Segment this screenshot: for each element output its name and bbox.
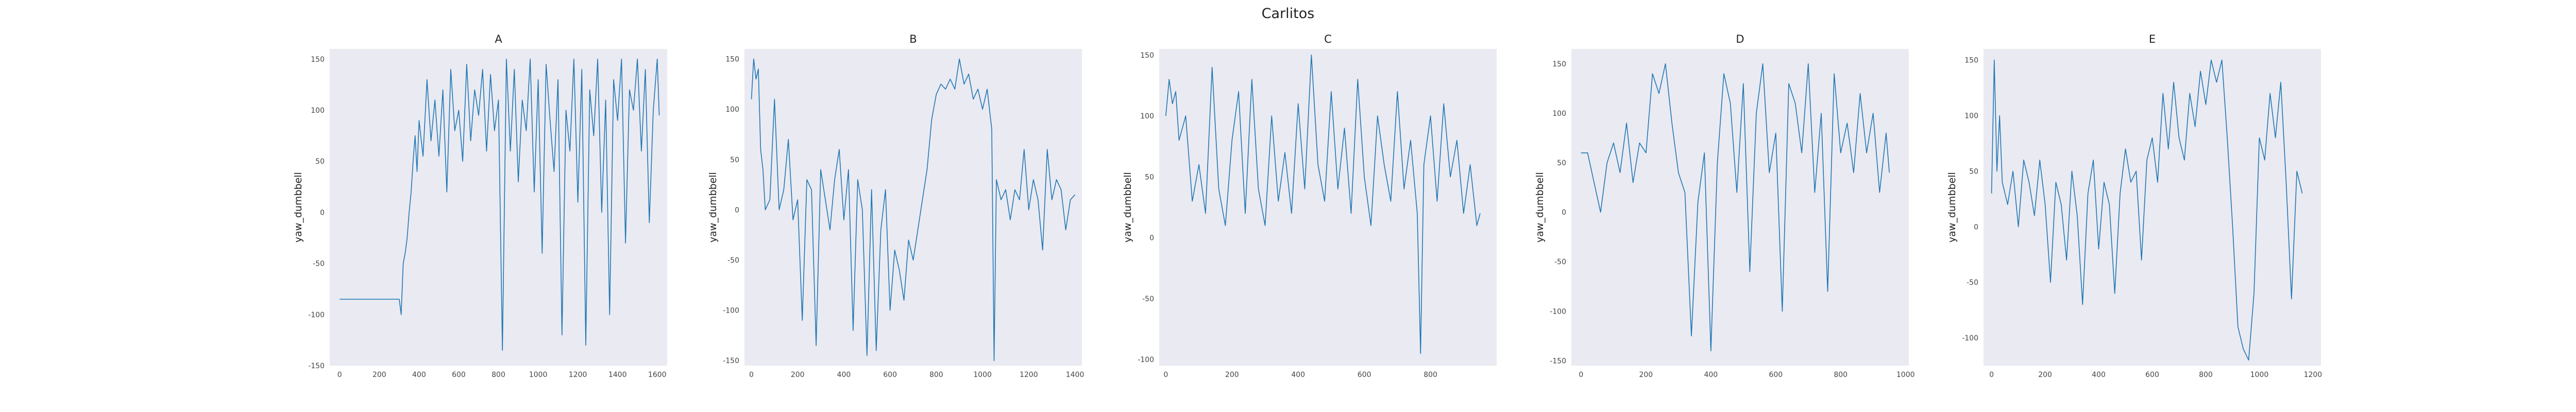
y-tick-label: 100 [311,107,325,115]
y-tick-label: 50 [315,158,325,166]
y-axis-label: yaw_dumbbell [707,172,719,243]
y-tick-label: 50 [1145,173,1154,181]
x-tick-label: 800 [2199,371,2213,379]
y-tick-label: -100 [1550,307,1566,316]
panel-title: A [495,33,502,45]
series-line [1581,63,1890,352]
series-line [1991,59,2303,361]
y-tick-label: -100 [723,307,739,315]
x-tick-label: 0 [337,371,342,379]
y-tick-label: -100 [1962,334,1978,342]
x-tick-label: 0 [1579,371,1583,379]
y-tick-label: 100 [1140,112,1154,121]
x-tick-label: 200 [1639,371,1653,379]
y-tick-label: -50 [727,256,739,265]
plot-area [1571,49,1909,366]
y-tick-label: 0 [1149,234,1154,243]
x-tick-label: 800 [492,371,505,379]
x-tick-label: 1000 [973,371,992,379]
x-tick-label: 1000 [1896,371,1915,379]
y-tick-label: 150 [725,56,739,64]
y-tick-label: 50 [730,156,739,164]
x-tick-label: 600 [452,371,466,379]
y-tick-label: 100 [725,106,739,114]
x-tick-label: 1200 [1020,371,1038,379]
x-tick-label: 200 [1225,371,1239,379]
x-tick-label: 200 [791,371,805,379]
y-tick-label: -50 [1142,295,1154,303]
x-tick-label: 800 [929,371,943,379]
y-tick-label: 100 [1552,110,1566,118]
y-tick-label: 150 [1140,52,1154,60]
x-tick-label: 800 [1423,371,1437,379]
y-tick-label: -100 [308,311,325,319]
y-tick-label: 0 [320,209,325,217]
x-tick-label: 600 [2145,371,2159,379]
x-tick-label: 1600 [648,371,667,379]
x-tick-label: 200 [372,371,386,379]
figure-title: Carlitos [1262,6,1315,22]
y-tick-label: 150 [1964,57,1978,65]
x-tick-label: 400 [412,371,426,379]
y-tick-label: 0 [1562,209,1566,217]
x-tick-label: 200 [2038,371,2052,379]
series-line [340,59,660,351]
x-tick-label: 600 [883,371,897,379]
y-tick-label: -50 [313,260,325,268]
x-tick-label: 400 [837,371,851,379]
x-tick-label: 0 [1989,371,1994,379]
y-tick-label: -100 [1138,356,1154,364]
y-tick-label: -150 [723,357,739,365]
x-tick-label: 0 [749,371,754,379]
y-tick-label: 0 [1974,223,1978,231]
x-tick-label: 1200 [2304,371,2323,379]
y-axis-label: yaw_dumbbell [1122,172,1133,243]
x-tick-label: 600 [1358,371,1371,379]
y-tick-label: -50 [1967,279,1978,287]
x-tick-label: 800 [1834,371,1848,379]
y-tick-label: -150 [1550,357,1566,365]
x-tick-label: 400 [1291,371,1305,379]
plot-area [744,49,1082,366]
y-axis-label: yaw_dumbbell [293,172,304,243]
y-axis-label: yaw_dumbbell [1534,172,1546,243]
y-tick-label: 50 [1969,167,1978,176]
x-tick-label: 1200 [569,371,587,379]
plot-area [1984,49,2321,366]
y-tick-label: 50 [1557,159,1566,167]
y-tick-label: 100 [1964,112,1978,120]
panel-title: E [2149,33,2156,45]
series-line [1165,55,1481,354]
y-tick-label: 0 [735,206,739,214]
y-tick-label: 150 [1552,60,1566,68]
x-tick-label: 1000 [2250,371,2269,379]
panel-title: C [1324,33,1332,45]
x-tick-label: 1000 [529,371,548,379]
panel-title: D [1736,33,1744,45]
y-tick-label: -50 [1554,258,1566,266]
y-axis-label: yaw_dumbbell [1946,172,1958,243]
plot-area [1159,49,1497,366]
x-tick-label: 0 [1163,371,1168,379]
plot-area [330,49,667,366]
x-tick-label: 1400 [608,371,627,379]
y-tick-label: -150 [308,362,325,370]
series-line [751,58,1076,362]
y-tick-label: 150 [311,56,325,64]
x-tick-label: 1400 [1066,371,1084,379]
panel-title: B [909,33,917,45]
x-tick-label: 400 [1704,371,1718,379]
x-tick-label: 600 [1769,371,1783,379]
x-tick-label: 400 [2092,371,2106,379]
